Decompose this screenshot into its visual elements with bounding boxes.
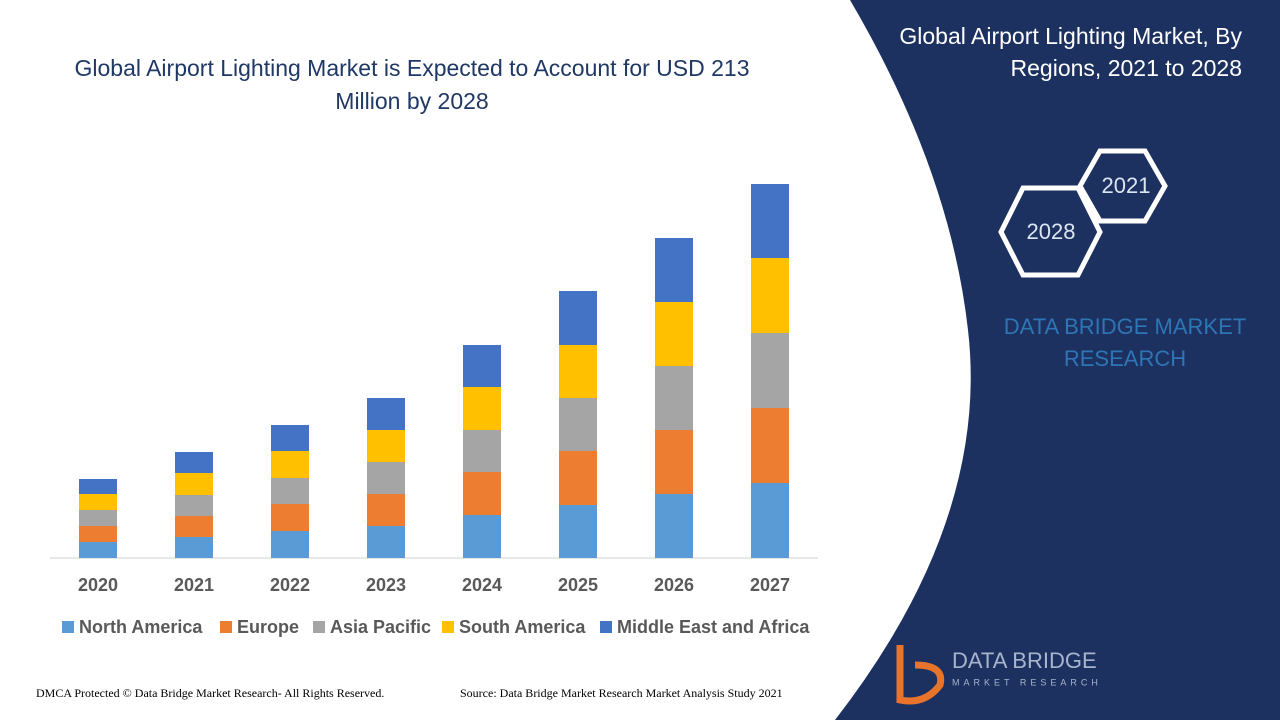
bar-segment bbox=[367, 526, 405, 558]
bar-segment bbox=[271, 425, 309, 451]
bar-segment bbox=[655, 302, 693, 366]
bar-segment bbox=[175, 473, 213, 495]
legend-swatch bbox=[220, 621, 232, 633]
bar-segment bbox=[175, 452, 213, 473]
bar-segment bbox=[367, 430, 405, 462]
brand: DATA BRIDGE MARKET RESEARCH bbox=[1003, 314, 1247, 371]
legend-label: Europe bbox=[237, 617, 299, 637]
bar-segment bbox=[655, 366, 693, 430]
legend-label: Middle East and Africa bbox=[617, 617, 810, 637]
bar-segment bbox=[559, 345, 597, 398]
chart-title: Global Airport Lighting Market is Expect… bbox=[74, 55, 750, 114]
hexagon bbox=[1077, 148, 1168, 224]
bar-segment bbox=[79, 479, 117, 494]
x-tick-label: 2023 bbox=[366, 575, 406, 595]
bar-segment bbox=[79, 494, 117, 510]
logo-sub: MARKET RESEARCH bbox=[952, 677, 1102, 687]
source: Source: Data Bridge Market Research Mark… bbox=[460, 686, 783, 700]
legend-label: North America bbox=[79, 617, 203, 637]
x-tick-label: 2027 bbox=[750, 575, 790, 595]
panel-title: Global Airport Lighting Market, By Regio… bbox=[899, 23, 1242, 81]
bar-segment bbox=[751, 184, 789, 258]
bar-segment bbox=[175, 516, 213, 537]
hex-label: 2021 bbox=[1102, 173, 1151, 198]
bar-segment bbox=[175, 537, 213, 558]
bar-segment bbox=[463, 345, 501, 387]
bar-segment bbox=[655, 238, 693, 302]
bar-segment bbox=[79, 510, 117, 526]
bar-segment bbox=[559, 451, 597, 505]
bar-segment bbox=[367, 398, 405, 430]
bar-segment bbox=[271, 531, 309, 558]
x-tick-label: 2025 bbox=[558, 575, 598, 595]
logo-icon bbox=[896, 645, 945, 705]
logo-name: DATA BRIDGE bbox=[952, 648, 1097, 673]
bar-segment bbox=[655, 494, 693, 558]
legend-label: Asia Pacific bbox=[330, 617, 431, 637]
bar-segment bbox=[655, 430, 693, 494]
bar-segment bbox=[559, 398, 597, 451]
bar-segment bbox=[751, 483, 789, 558]
bar-segment bbox=[463, 387, 501, 430]
bar-segment bbox=[751, 408, 789, 483]
bar-segment bbox=[751, 258, 789, 333]
legend-swatch bbox=[442, 621, 454, 633]
bar-segment bbox=[463, 515, 501, 558]
x-tick-label: 2026 bbox=[654, 575, 694, 595]
legend-swatch bbox=[313, 621, 325, 633]
x-tick-label: 2022 bbox=[270, 575, 310, 595]
legend-swatch bbox=[600, 621, 612, 633]
bar-segment bbox=[559, 291, 597, 345]
x-tick-label: 2024 bbox=[462, 575, 502, 595]
bar-segment bbox=[271, 478, 309, 504]
bar-segment bbox=[559, 505, 597, 558]
bar-segment bbox=[79, 526, 117, 542]
hex-label: 2028 bbox=[1027, 219, 1076, 244]
bar-segment bbox=[271, 504, 309, 531]
bar-segment bbox=[751, 333, 789, 408]
copyright: DMCA Protected © Data Bridge Market Rese… bbox=[36, 686, 385, 700]
bar-segment bbox=[271, 451, 309, 478]
side-panel bbox=[835, 0, 1280, 720]
x-tick-label: 2021 bbox=[174, 575, 214, 595]
legend-swatch bbox=[62, 621, 74, 633]
bar-segment bbox=[175, 495, 213, 516]
bar-segment bbox=[463, 472, 501, 515]
legend-label: South America bbox=[459, 617, 586, 637]
bar-segment bbox=[367, 462, 405, 494]
hexagon bbox=[998, 185, 1103, 278]
x-tick-label: 2020 bbox=[78, 575, 118, 595]
bar-segment bbox=[367, 494, 405, 526]
bar-segment bbox=[79, 542, 117, 558]
bar-segment bbox=[463, 430, 501, 472]
